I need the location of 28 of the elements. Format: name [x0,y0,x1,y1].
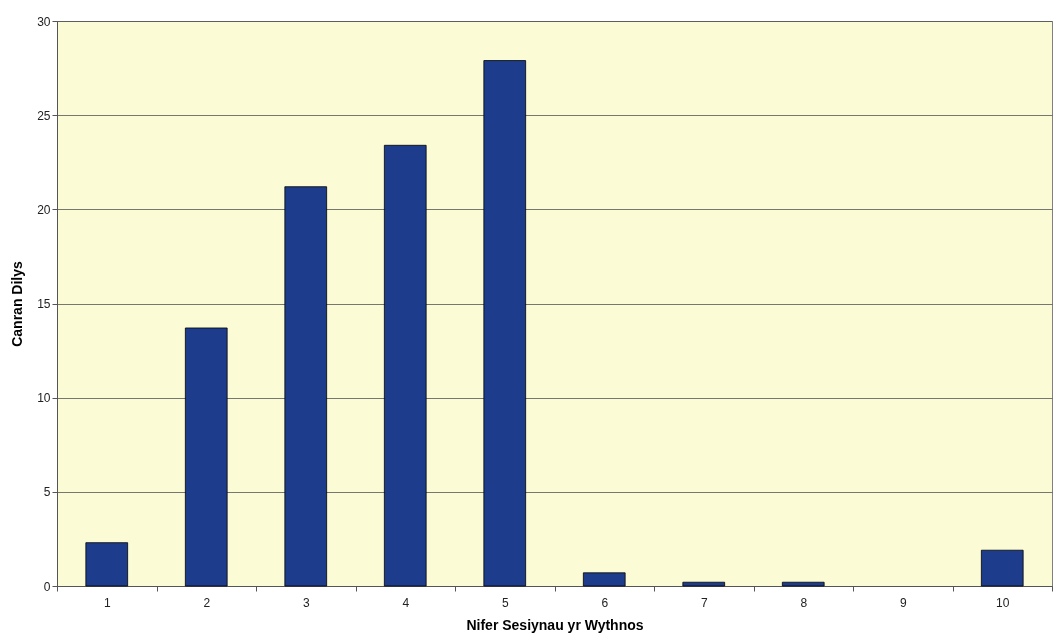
bar [781,581,825,587]
bar [383,144,427,587]
y-tick-label: 5 [43,485,51,500]
x-tick-label: 8 [800,595,808,610]
bar [682,581,726,587]
bar [284,186,328,587]
x-tick-label: 10 [996,595,1010,610]
bar [85,542,129,587]
x-axis-title: Nifer Sesiynau yr Wythnos [466,616,644,633]
y-tick-label: 20 [37,202,51,217]
bar [582,572,626,587]
x-tick-label: 5 [501,595,509,610]
x-tick-label: 2 [203,595,211,610]
x-tick-label: 9 [899,595,907,610]
y-axis-title: Canran Dilys [9,261,26,347]
x-tick-label: 1 [103,595,111,610]
x-tick-label: 4 [402,595,410,610]
y-tick-label: 25 [37,108,51,123]
y-tick-label: 15 [37,297,51,311]
x-tick-label: 3 [302,595,310,610]
x-tick-label: 7 [700,595,708,610]
bar [483,60,527,587]
x-tick-label: 6 [601,595,609,610]
bar [184,327,228,587]
y-tick-label: 30 [37,14,51,29]
bar [980,549,1024,587]
y-tick-label: 0 [43,579,51,594]
y-tick-label: 10 [37,391,51,406]
